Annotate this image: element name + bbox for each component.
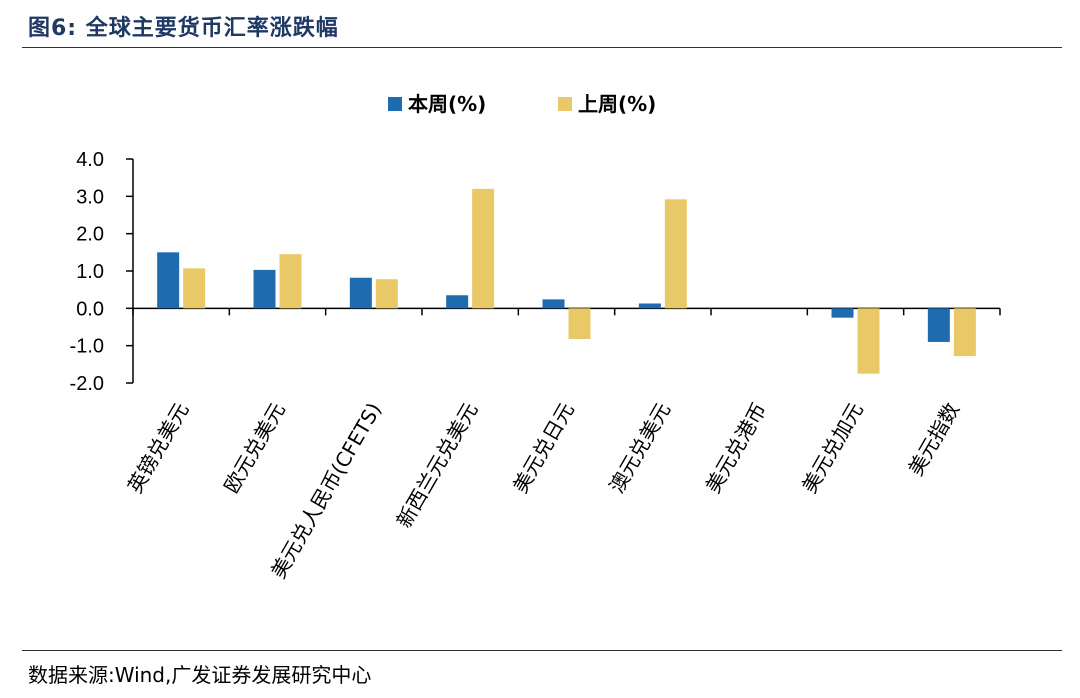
bar-this-week [446, 295, 469, 309]
bar-last-week [857, 308, 880, 374]
y-tick-label: 2.0 [76, 224, 104, 246]
category-label: 美元兑日元 [508, 399, 579, 498]
y-tick-label: -1.0 [70, 336, 104, 358]
category-label: 澳元兑美元 [604, 399, 675, 498]
category-label: 欧元兑美元 [219, 399, 290, 498]
y-tick-label: 3.0 [76, 186, 104, 208]
bar-this-week [638, 303, 661, 309]
legend-swatch-2 [558, 97, 572, 111]
category-label: 美元兑加元 [797, 399, 868, 498]
bar-last-week [183, 268, 206, 309]
category-label: 美元兑人民币(CFETS) [266, 399, 386, 583]
legend-swatch-1 [388, 97, 402, 111]
figure-title: 图6: 全球主要货币汇率涨跌幅 [28, 16, 339, 41]
bar-this-week [831, 308, 854, 318]
bar-this-week [927, 308, 950, 342]
y-tick-label: 4.0 [76, 149, 104, 171]
legend-label-1: 本周(%) [408, 92, 486, 116]
top-divider [22, 47, 1062, 48]
bars [157, 188, 976, 374]
bar-this-week [349, 277, 372, 309]
y-tick-label: -2.0 [70, 373, 104, 395]
category-label: 新西兰元兑美元 [392, 398, 483, 531]
legend-label-2: 上周(%) [578, 92, 656, 116]
bottom-divider [22, 650, 1062, 651]
bar-last-week [664, 199, 687, 309]
y-axis: 4.0 3.0 2.0 1.0 0.0 -1.0 -2.0 [70, 149, 134, 395]
x-axis [132, 307, 1001, 316]
bar-last-week [568, 308, 591, 339]
bar-last-week [472, 188, 495, 309]
legend: 本周(%) 上周(%) [388, 92, 656, 116]
bar-last-week [375, 279, 398, 309]
bar-this-week [253, 269, 276, 309]
bar-this-week [157, 252, 180, 309]
category-label: 美元指数 [903, 398, 964, 479]
source-note: 数据来源:Wind,广发证券发展研究中心 [28, 663, 372, 687]
y-tick-label: 1.0 [76, 261, 104, 283]
bar-this-week [542, 299, 565, 309]
y-tick-label: 0.0 [76, 298, 104, 320]
category-label: 英镑兑美元 [123, 399, 194, 498]
category-label: 美元兑港币 [701, 399, 772, 498]
bar-last-week [953, 308, 976, 357]
bar-last-week [279, 254, 302, 309]
